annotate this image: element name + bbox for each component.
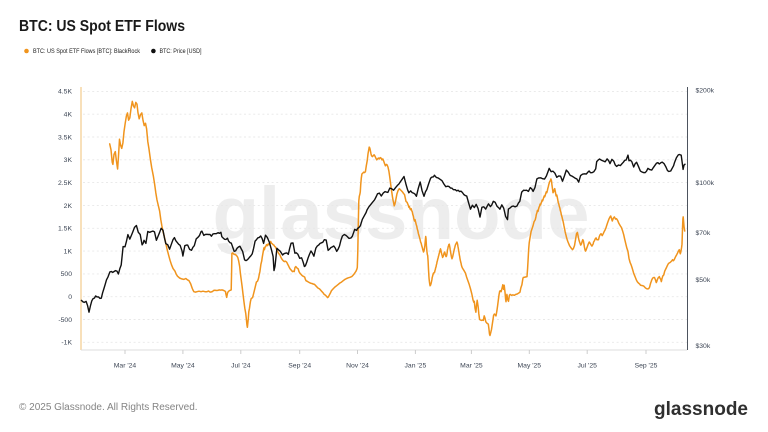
svg-text:$30k: $30k: [696, 343, 711, 350]
svg-text:Jan '25: Jan '25: [405, 363, 427, 370]
svg-text:0: 0: [68, 294, 72, 301]
svg-text:$100k: $100k: [696, 180, 715, 187]
svg-text:May '25: May '25: [518, 363, 542, 370]
svg-text:Sep '24: Sep '24: [288, 363, 311, 370]
svg-text:glassnode: glassnode: [213, 172, 590, 255]
svg-text:Nov '24: Nov '24: [346, 363, 369, 370]
svg-text:2.5K: 2.5K: [58, 180, 72, 187]
svg-text:Mar '25: Mar '25: [460, 363, 483, 370]
svg-text:-500: -500: [58, 317, 72, 324]
svg-text:$70k: $70k: [696, 230, 711, 237]
svg-text:1.5K: 1.5K: [58, 226, 72, 233]
svg-text:BTC: US Spot ETF Flows: BTC: US Spot ETF Flows: [19, 18, 185, 35]
svg-text:1K: 1K: [64, 248, 73, 255]
svg-text:500: 500: [61, 271, 73, 278]
svg-text:BTC: US Spot ETF Flows [BTC]:: BTC: US Spot ETF Flows [BTC]: BlackRock: [33, 48, 141, 55]
svg-text:4.5K: 4.5K: [58, 89, 72, 96]
svg-text:4K: 4K: [64, 112, 73, 119]
svg-text:© 2025 Glassnode. All Rights R: © 2025 Glassnode. All Rights Reserved.: [19, 402, 198, 413]
svg-text:Sep '25: Sep '25: [635, 363, 658, 370]
svg-text:Mar '24: Mar '24: [114, 363, 137, 370]
svg-text:3K: 3K: [64, 157, 73, 164]
svg-text:-1K: -1K: [61, 340, 72, 347]
svg-text:$50k: $50k: [696, 277, 711, 284]
svg-text:$200k: $200k: [696, 87, 715, 94]
svg-text:3.5K: 3.5K: [58, 134, 72, 141]
svg-text:BTC: Price [USD]: BTC: Price [USD]: [160, 48, 202, 55]
svg-text:May '24: May '24: [171, 363, 195, 370]
svg-text:glassnode: glassnode: [654, 398, 748, 420]
svg-text:2K: 2K: [64, 203, 73, 210]
svg-text:Jul '25: Jul '25: [577, 363, 597, 370]
svg-text:Jul '24: Jul '24: [231, 363, 251, 370]
